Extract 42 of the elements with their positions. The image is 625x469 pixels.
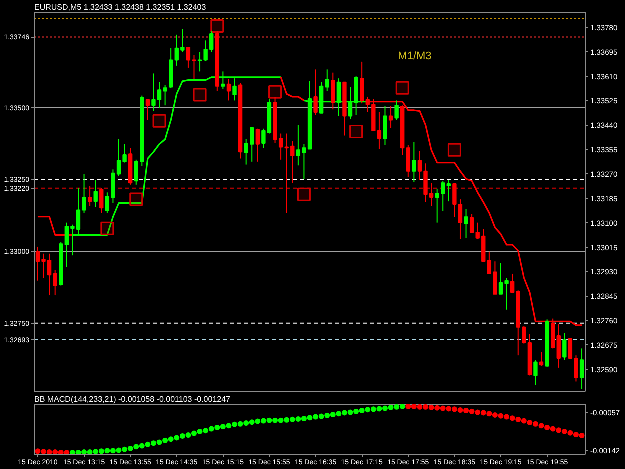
candlestick	[331, 72, 336, 110]
candlestick	[510, 273, 515, 294]
candlestick	[464, 208, 468, 239]
point	[152, 114, 166, 128]
point	[193, 88, 207, 102]
candlestick	[406, 144, 410, 178]
candlestick	[534, 360, 538, 386]
point	[448, 143, 462, 157]
candlestick	[574, 355, 578, 382]
candlestick	[418, 150, 422, 181]
candlestick	[562, 332, 567, 361]
candlestick	[256, 128, 260, 162]
candlestick	[383, 106, 388, 146]
annotation: M1/M3	[398, 50, 432, 62]
candlestick	[325, 69, 330, 92]
point	[130, 192, 144, 206]
point	[100, 222, 114, 236]
candlestick	[580, 348, 584, 390]
candlestick	[314, 69, 318, 116]
candlestick	[88, 186, 92, 207]
candlestick	[539, 352, 544, 367]
candlestick	[100, 188, 104, 214]
chart-title: EURUSD,M5 1.32433 1.32438 1.32351 1.32403	[34, 3, 207, 12]
candlestick	[412, 142, 416, 183]
point	[396, 81, 410, 95]
candlestick	[568, 338, 573, 359]
candlestick	[388, 106, 394, 129]
candlestick	[198, 52, 202, 72]
candlestick	[394, 100, 399, 121]
candlestick	[470, 214, 474, 234]
point	[350, 124, 364, 138]
candlestick	[152, 73, 156, 112]
candlestick	[446, 180, 451, 202]
candlestick	[556, 324, 561, 368]
point	[268, 85, 282, 99]
point	[210, 20, 224, 34]
candlestick	[226, 78, 232, 102]
point	[297, 188, 311, 202]
candlestick	[94, 180, 98, 208]
candlestick	[146, 98, 150, 121]
candlestick	[360, 61, 364, 104]
chart-title: BB MACD(144,233,21) -0.001058 -0.001103 -0.001247	[34, 395, 232, 404]
